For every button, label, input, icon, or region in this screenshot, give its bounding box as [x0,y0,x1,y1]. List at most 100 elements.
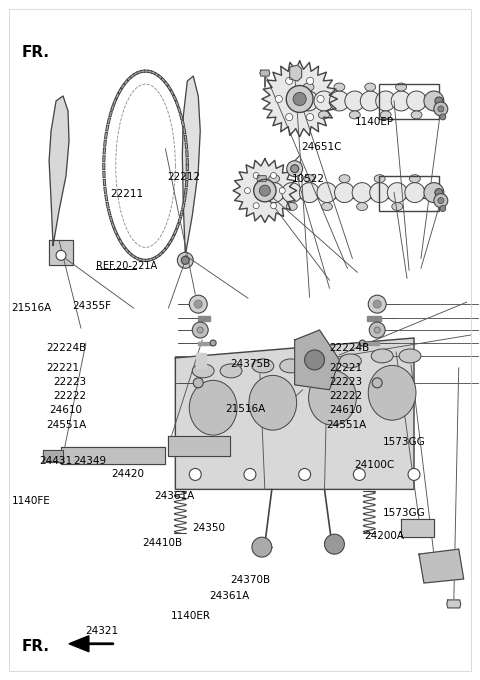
Text: 22222: 22222 [330,391,363,401]
Polygon shape [49,241,73,265]
Text: 24100C: 24100C [355,460,395,471]
Ellipse shape [392,203,403,211]
Circle shape [370,183,390,203]
Text: 24420: 24420 [111,469,144,479]
Circle shape [181,256,189,265]
Text: REF.20-221A: REF.20-221A [96,260,157,271]
Text: 24551A: 24551A [326,420,366,430]
Text: 24321: 24321 [85,626,118,636]
Circle shape [438,106,444,112]
Circle shape [368,295,386,313]
Ellipse shape [189,380,237,435]
Text: 24349: 24349 [73,456,106,466]
Ellipse shape [371,349,393,363]
Circle shape [434,102,448,116]
Circle shape [178,252,193,269]
Circle shape [189,295,207,313]
Circle shape [244,469,256,481]
Circle shape [329,91,349,111]
Ellipse shape [286,203,297,211]
Ellipse shape [380,111,391,119]
Circle shape [387,183,407,203]
Text: 22221: 22221 [330,362,363,373]
Circle shape [360,91,380,111]
Polygon shape [49,96,69,245]
Ellipse shape [303,83,314,91]
Circle shape [192,322,208,338]
Ellipse shape [368,365,416,420]
Text: 1140FE: 1140FE [12,496,50,506]
Circle shape [305,350,324,370]
Polygon shape [198,342,212,345]
Circle shape [307,114,313,120]
Polygon shape [365,342,379,345]
Circle shape [360,340,365,346]
Polygon shape [43,449,63,462]
Text: 24350: 24350 [192,524,225,533]
Circle shape [244,188,251,194]
Circle shape [335,183,354,203]
Circle shape [374,327,380,333]
Circle shape [434,194,448,207]
Ellipse shape [192,364,214,378]
Text: 1573GG: 1573GG [383,437,426,447]
Circle shape [271,173,276,179]
Circle shape [424,183,444,203]
Circle shape [287,160,302,177]
Ellipse shape [339,175,350,183]
Circle shape [317,183,337,203]
Circle shape [352,183,372,203]
Text: 21516A: 21516A [11,303,51,313]
Ellipse shape [280,359,301,373]
Polygon shape [61,447,166,464]
Circle shape [324,534,344,554]
Text: 22223: 22223 [53,377,86,387]
Ellipse shape [365,83,376,91]
Circle shape [438,198,444,203]
Text: 22211: 22211 [110,189,144,199]
Circle shape [197,327,203,333]
Circle shape [259,185,270,196]
Ellipse shape [399,349,421,363]
Circle shape [408,469,420,481]
Circle shape [440,205,446,211]
Polygon shape [401,520,434,537]
Polygon shape [260,70,270,76]
Ellipse shape [220,364,242,378]
Ellipse shape [269,175,280,183]
Text: 24375B: 24375B [230,359,271,369]
Ellipse shape [339,354,361,368]
Circle shape [253,180,276,202]
Circle shape [293,92,306,105]
Ellipse shape [309,371,356,425]
Circle shape [317,95,324,103]
Ellipse shape [252,359,274,373]
Circle shape [369,322,385,338]
Polygon shape [168,436,230,456]
Circle shape [286,78,293,84]
Ellipse shape [249,375,297,430]
Text: 1573GG: 1573GG [383,508,426,517]
Polygon shape [175,338,414,490]
Ellipse shape [304,175,315,183]
Polygon shape [182,76,200,256]
Circle shape [299,469,311,481]
Circle shape [286,114,293,120]
Text: 24410B: 24410B [142,538,182,548]
Ellipse shape [318,111,329,119]
Text: FR.: FR. [22,45,49,60]
Circle shape [291,165,299,173]
Polygon shape [262,61,337,137]
Circle shape [435,97,443,105]
Circle shape [405,183,425,203]
Circle shape [391,91,411,111]
Text: 22224B: 22224B [330,343,370,353]
Polygon shape [290,65,301,81]
Circle shape [300,183,319,203]
Circle shape [376,91,396,111]
Text: 24361A: 24361A [209,591,249,601]
Text: 24551A: 24551A [47,420,87,430]
Text: 24610: 24610 [49,405,82,415]
Ellipse shape [349,111,360,119]
Polygon shape [447,600,461,608]
